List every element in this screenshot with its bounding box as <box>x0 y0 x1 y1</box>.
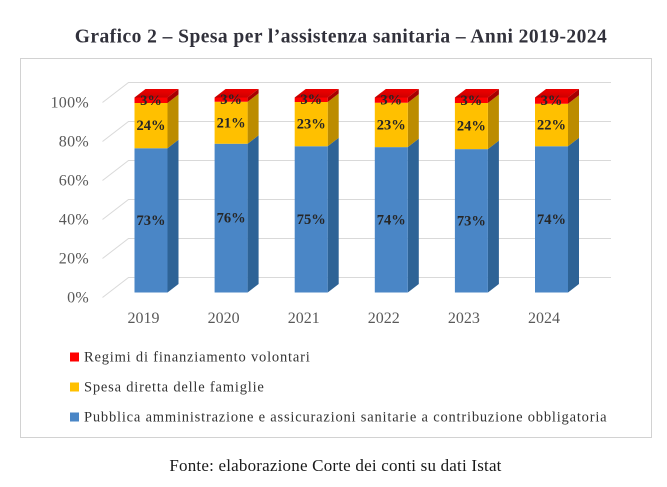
svg-text:3%: 3% <box>380 93 402 109</box>
svg-text:100%: 100% <box>50 95 89 112</box>
svg-text:23%: 23% <box>377 117 406 133</box>
svg-text:74%: 74% <box>377 212 406 228</box>
svg-text:73%: 73% <box>457 213 486 229</box>
svg-text:2023: 2023 <box>448 310 480 327</box>
svg-text:24%: 24% <box>137 118 166 134</box>
svg-text:2019: 2019 <box>128 310 160 327</box>
svg-text:60%: 60% <box>59 173 89 190</box>
svg-text:Grafico 2 – Spesa per l’assist: Grafico 2 – Spesa per l’assistenza sanit… <box>75 27 607 48</box>
svg-text:23%: 23% <box>297 117 326 133</box>
svg-text:40%: 40% <box>59 212 89 229</box>
svg-text:73%: 73% <box>137 213 166 229</box>
svg-text:76%: 76% <box>217 211 246 227</box>
svg-text:24%: 24% <box>457 119 486 135</box>
svg-text:2021: 2021 <box>288 310 320 327</box>
svg-text:22%: 22% <box>537 118 566 134</box>
svg-text:Pubblica amministrazione e ass: Pubblica amministrazione e assicurazioni… <box>84 409 607 425</box>
svg-text:21%: 21% <box>217 115 246 131</box>
svg-text:74%: 74% <box>537 212 566 228</box>
svg-text:0%: 0% <box>67 290 89 307</box>
svg-text:2024: 2024 <box>528 310 560 327</box>
svg-text:3%: 3% <box>140 93 162 109</box>
svg-text:2020: 2020 <box>208 310 240 327</box>
svg-text:75%: 75% <box>297 212 326 228</box>
svg-text:3%: 3% <box>220 92 242 108</box>
svg-text:Regimi di finanziamento volont: Regimi di finanziamento volontari <box>84 349 311 365</box>
svg-text:3%: 3% <box>461 93 483 109</box>
svg-text:20%: 20% <box>59 251 89 268</box>
svg-text:80%: 80% <box>59 134 89 151</box>
svg-text:Fonte: elaborazione Corte dei: Fonte: elaborazione Corte dei conti su d… <box>169 456 501 475</box>
svg-text:3%: 3% <box>541 93 563 109</box>
svg-text:Spesa diretta delle famiglie: Spesa diretta delle famiglie <box>84 379 265 395</box>
svg-text:3%: 3% <box>300 92 322 108</box>
svg-text:2022: 2022 <box>368 310 400 327</box>
